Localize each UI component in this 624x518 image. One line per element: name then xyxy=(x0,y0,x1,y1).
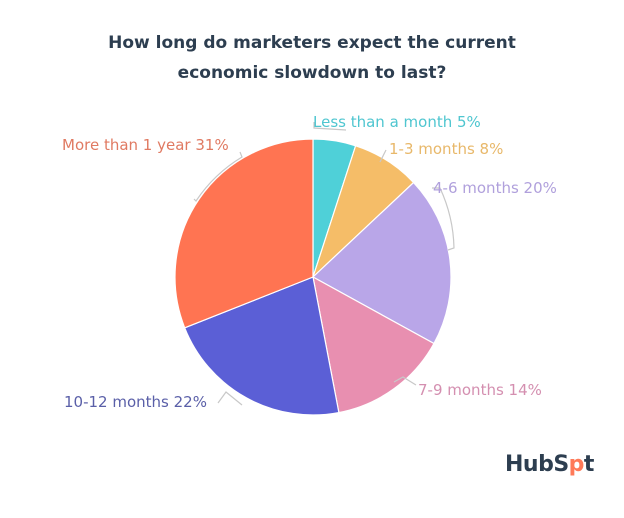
leader-line-less-than-month xyxy=(313,122,347,131)
leader-line-1-3-months xyxy=(379,149,387,163)
leader-line-4-6-months xyxy=(432,187,455,251)
leader-line-7-9-months xyxy=(393,376,417,386)
leader-lines xyxy=(193,122,455,406)
label-1-3-months: 1-3 months 8% xyxy=(389,140,504,158)
logo-text-suffix: t xyxy=(583,452,595,477)
pie-slice-10-12-months xyxy=(183,276,340,416)
leader-line-more-than-1-year xyxy=(193,151,243,202)
label-more-than-1-year: More than 1 year 31% xyxy=(62,136,229,154)
chart-title-line-2: economic slowdown to last? xyxy=(177,63,447,83)
pie-slice-4-6-months xyxy=(311,181,452,345)
label-10-12-months: 10-12 months 22% xyxy=(64,393,207,411)
pie-slice-more-than-1-year xyxy=(174,138,314,329)
pie-slice-7-9-months xyxy=(312,275,435,414)
chart-title-line-1: How long do marketers expect the current xyxy=(108,33,516,53)
label-less-than-month: Less than a month 5% xyxy=(313,113,481,131)
logo-text-prefix: HubS xyxy=(505,452,569,477)
pie-slices xyxy=(174,138,452,416)
leader-line-10-12-months xyxy=(217,391,243,406)
label-7-9-months: 7-9 months 14% xyxy=(418,381,542,399)
label-4-6-months: 4-6 months 20% xyxy=(433,179,557,197)
chart-title: How long do marketers expect the current… xyxy=(0,28,624,88)
sprocket-icon: p xyxy=(568,452,585,477)
hubspot-logo: HubSpt xyxy=(505,452,594,477)
